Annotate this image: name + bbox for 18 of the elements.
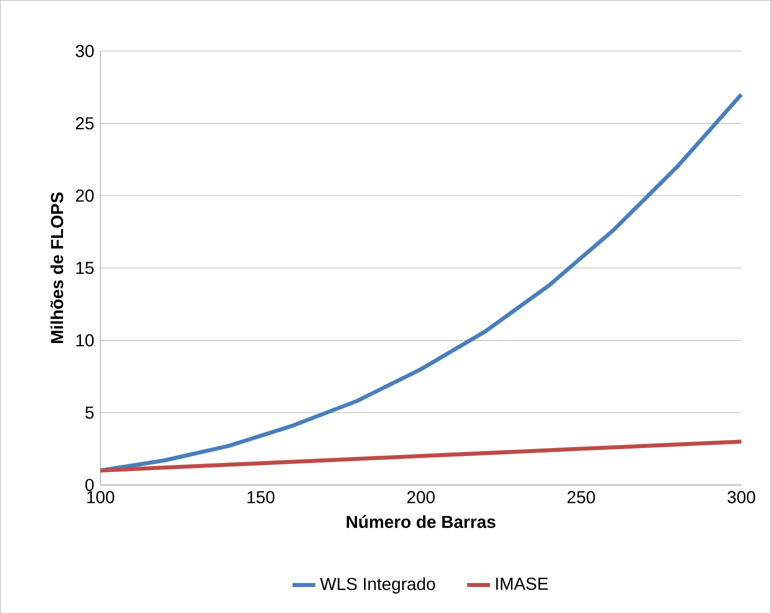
y-tick-label: 5 bbox=[85, 406, 94, 418]
x-tick-label: 200 bbox=[407, 490, 435, 504]
y-tick-label: 25 bbox=[76, 116, 94, 130]
y-tick-label: 10 bbox=[76, 334, 94, 346]
y-tick-label: 30 bbox=[76, 44, 94, 57]
x-tick-label: 250 bbox=[568, 490, 595, 504]
x-axis-title: Número de Barras bbox=[346, 514, 496, 528]
line-series bbox=[98, 439, 744, 472]
legend-label: IMASE bbox=[496, 577, 548, 590]
y-axis-title: Milhões de FLOPS bbox=[50, 192, 64, 343]
y-tick-label: 15 bbox=[76, 262, 94, 274]
legend-label: WLS Integrado bbox=[320, 577, 435, 594]
x-tick-label: 300 bbox=[728, 490, 756, 504]
x-tick-label: 100 bbox=[87, 490, 114, 504]
y-tick-label: 0 bbox=[85, 478, 94, 491]
x-tick-label: 150 bbox=[247, 490, 274, 504]
line-series bbox=[98, 92, 744, 472]
y-tick-label: 20 bbox=[76, 189, 94, 202]
